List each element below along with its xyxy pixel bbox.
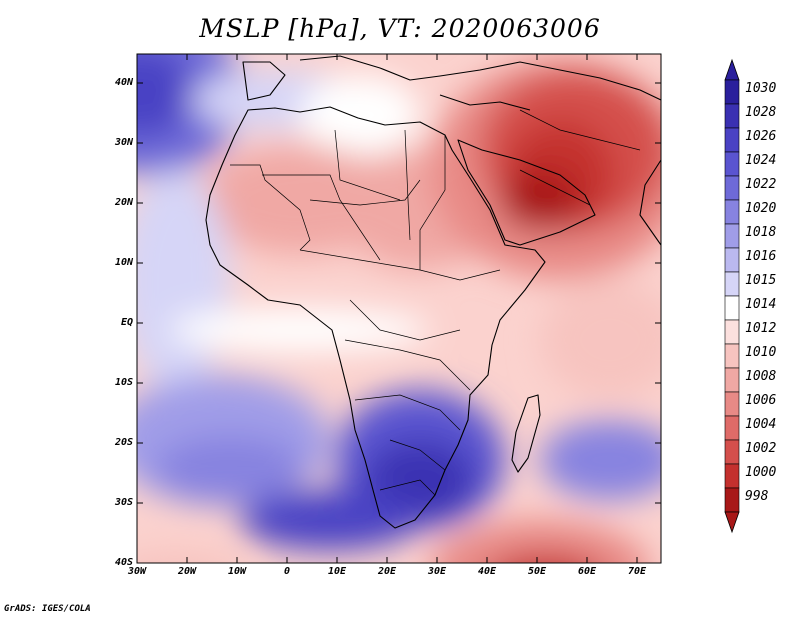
lon-tick-label: 30E (427, 566, 447, 577)
colorbar-swatch (724, 415, 740, 441)
plot-frame (136, 53, 662, 564)
coastlines (205, 55, 661, 529)
colorbar-swatch (724, 199, 740, 225)
colorbar-swatch (724, 487, 740, 513)
colorbar-label: 1015 (745, 273, 777, 288)
colorbar-swatch (724, 319, 740, 345)
country-borders (230, 109, 641, 496)
lat-tick-label: 40S (114, 557, 133, 568)
colorbar-label: 1016 (745, 249, 777, 264)
colorbar-top-arrow (724, 58, 740, 81)
lat-tick-label: 30S (114, 497, 133, 508)
lon-tick-label: 30W (127, 566, 147, 577)
colorbar-label: 1028 (745, 105, 777, 120)
lon-tick-label: 50E (527, 566, 547, 577)
lon-tick-label: 10E (327, 566, 347, 577)
colorbar (724, 58, 740, 534)
colorbar-swatch (724, 127, 740, 153)
colorbar-swatch (724, 151, 740, 177)
colorbar-swatch (724, 223, 740, 249)
colorbar-label: 1030 (745, 81, 777, 96)
lat-tick-label: 20S (114, 437, 133, 448)
colorbar-label: 1008 (745, 369, 777, 384)
lon-tick-label: 10W (227, 566, 247, 577)
colorbar-swatch (724, 391, 740, 417)
lon-tick-label: 40E (477, 566, 497, 577)
colorbar-label: 1012 (745, 321, 777, 336)
colorbar-swatch (724, 103, 740, 129)
colorbar-label: 1004 (745, 417, 777, 432)
colorbar-label: 1018 (745, 225, 777, 240)
colorbar-label: 1002 (745, 441, 777, 456)
colorbar-swatch (724, 439, 740, 465)
lat-tick-label: EQ (120, 317, 133, 328)
colorbar-swatch (724, 271, 740, 297)
colorbar-label: 1022 (745, 177, 777, 192)
colorbar-label: 1026 (745, 129, 777, 144)
grads-credit: GrADS: IGES/COLA (4, 604, 91, 614)
colorbar-swatch (724, 295, 740, 321)
lon-tick-label: 60E (577, 566, 597, 577)
lon-tick-label: 70E (627, 566, 647, 577)
axis-ticks (137, 54, 661, 563)
lon-tick-label: 20W (177, 566, 197, 577)
lat-tick-label: 30N (114, 137, 133, 148)
colorbar-label: 1024 (745, 153, 777, 168)
lon-tick-label: 0 (283, 566, 291, 577)
lat-tick-label: 10S (114, 377, 133, 388)
map-title: MSLP [hPa], VT: 2020063006 (199, 14, 601, 43)
colorbar-label: 998 (745, 489, 769, 504)
colorbar-label: 1014 (745, 297, 777, 312)
lat-tick-label: 40N (114, 77, 133, 88)
colorbar-swatch (724, 463, 740, 489)
colorbar-swatch (724, 175, 740, 201)
colorbar-swatch (724, 343, 740, 369)
lat-tick-label: 10N (114, 257, 133, 268)
colorbar-swatch (724, 247, 740, 273)
lat-tick-label: 20N (114, 197, 133, 208)
colorbar-label: 1006 (745, 393, 777, 408)
pressure-field (137, 54, 661, 563)
colorbar-label: 1000 (745, 465, 777, 480)
colorbar-label: 1020 (745, 201, 777, 216)
colorbar-bottom-arrow (724, 511, 740, 534)
colorbar-swatch (724, 79, 740, 105)
lon-tick-label: 20E (377, 566, 397, 577)
colorbar-label: 1010 (745, 345, 777, 360)
colorbar-swatch (724, 367, 740, 393)
